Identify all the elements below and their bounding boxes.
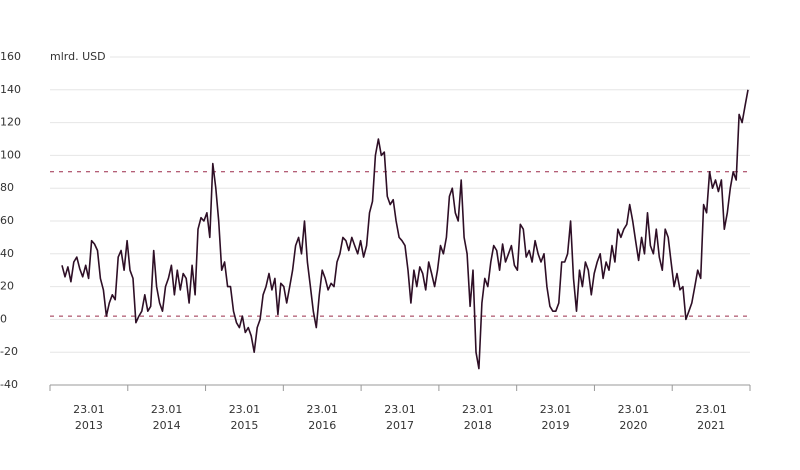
x-tick-label: 23.01 (695, 403, 727, 416)
y-tick-label: 20 (0, 280, 14, 293)
x-tick-label: 2018 (464, 419, 492, 432)
y-tick-label: 0 (0, 312, 7, 325)
x-tick-label: 23.01 (462, 403, 494, 416)
x-tick-label: 2021 (697, 419, 725, 432)
x-tick-label: 23.01 (618, 403, 650, 416)
x-tick-label: 2016 (308, 419, 336, 432)
axis-label: mlrd. USD (50, 50, 106, 63)
x-tick-label: 23.01 (73, 403, 105, 416)
y-tick-label: 40 (0, 247, 14, 260)
y-tick-label: 80 (0, 181, 14, 194)
x-tick-label: 2014 (153, 419, 181, 432)
y-tick-label: 100 (0, 148, 21, 161)
x-tick-label: 23.01 (540, 403, 572, 416)
x-tick-label: 2013 (75, 419, 103, 432)
y-tick-label: -40 (0, 378, 18, 391)
y-tick-label: 160 (0, 50, 21, 63)
x-tick-label: 23.01 (306, 403, 338, 416)
x-tick-label: 2020 (619, 419, 647, 432)
y-tick-label: -20 (0, 345, 18, 358)
data-line (61, 89, 749, 370)
x-tick-label: 23.01 (151, 403, 183, 416)
x-tick-label: 2015 (230, 419, 258, 432)
x-tick-label: 2019 (542, 419, 570, 432)
x-tick-label: 23.01 (384, 403, 416, 416)
x-tick-label: 23.01 (229, 403, 261, 416)
y-tick-label: 140 (0, 83, 21, 96)
y-tick-label: 120 (0, 116, 21, 129)
y-tick-label: 60 (0, 214, 14, 227)
x-tick-label: 2017 (386, 419, 414, 432)
